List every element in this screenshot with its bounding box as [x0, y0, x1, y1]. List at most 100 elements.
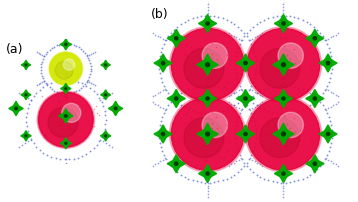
Point — [71, 157, 77, 160]
Point — [90, 51, 96, 55]
Point — [163, 157, 169, 161]
Point — [75, 80, 81, 83]
Point — [253, 128, 259, 131]
Point — [28, 98, 34, 102]
Polygon shape — [103, 131, 108, 135]
Point — [41, 55, 47, 58]
Circle shape — [202, 112, 228, 138]
Point — [320, 161, 326, 164]
Point — [185, 177, 191, 180]
Point — [174, 101, 180, 104]
Point — [216, 110, 221, 114]
Point — [247, 39, 253, 42]
Point — [326, 80, 332, 83]
Point — [158, 105, 163, 108]
Point — [68, 43, 74, 46]
Point — [34, 91, 39, 94]
Point — [85, 56, 91, 59]
Point — [226, 164, 232, 167]
Point — [282, 105, 288, 108]
Point — [198, 111, 204, 115]
Point — [224, 177, 229, 180]
Point — [156, 132, 162, 136]
Point — [237, 84, 242, 87]
Point — [287, 181, 293, 184]
Point — [216, 16, 221, 19]
Point — [297, 129, 303, 132]
Point — [291, 180, 297, 183]
Point — [150, 101, 156, 104]
Circle shape — [278, 112, 304, 138]
Point — [87, 150, 93, 153]
Point — [257, 106, 263, 109]
Point — [228, 106, 233, 109]
Point — [156, 137, 162, 140]
Point — [190, 109, 195, 113]
Point — [270, 180, 276, 183]
Point — [266, 109, 271, 113]
Point — [57, 79, 63, 82]
Point — [183, 52, 188, 55]
Polygon shape — [202, 123, 213, 133]
Point — [63, 165, 69, 168]
Point — [71, 43, 76, 47]
Point — [232, 67, 238, 71]
Text: (b): (b) — [150, 8, 168, 21]
Point — [205, 190, 211, 193]
Circle shape — [105, 64, 106, 66]
Point — [205, 75, 211, 78]
Point — [224, 18, 229, 22]
Point — [241, 100, 247, 104]
Point — [281, 6, 286, 9]
Point — [281, 72, 286, 75]
Circle shape — [64, 115, 67, 117]
Point — [16, 145, 22, 148]
Point — [80, 85, 86, 88]
Point — [97, 138, 103, 141]
Circle shape — [313, 37, 316, 40]
Point — [226, 95, 232, 98]
Point — [54, 90, 60, 94]
Point — [212, 138, 217, 141]
Point — [63, 168, 69, 171]
Point — [266, 179, 271, 182]
Circle shape — [313, 97, 316, 100]
Point — [247, 98, 253, 101]
Point — [238, 87, 244, 91]
Point — [188, 46, 194, 49]
Point — [38, 82, 43, 85]
Point — [228, 102, 234, 105]
Point — [205, 181, 211, 184]
Polygon shape — [324, 125, 333, 133]
Polygon shape — [172, 165, 181, 173]
Point — [296, 17, 301, 20]
Circle shape — [281, 63, 285, 67]
Point — [205, 115, 211, 118]
Point — [330, 92, 336, 95]
Polygon shape — [246, 129, 255, 139]
Point — [246, 88, 252, 91]
Point — [25, 140, 31, 143]
Point — [202, 89, 208, 93]
Point — [279, 37, 284, 40]
Point — [231, 34, 237, 38]
Point — [86, 59, 92, 62]
Polygon shape — [279, 164, 288, 173]
Point — [84, 54, 90, 57]
Point — [300, 88, 305, 91]
Point — [253, 59, 259, 62]
Point — [76, 88, 82, 92]
Point — [247, 28, 253, 31]
Point — [274, 181, 280, 184]
Point — [178, 22, 184, 26]
Point — [235, 46, 241, 49]
Point — [261, 177, 267, 180]
Point — [159, 149, 165, 153]
Point — [34, 145, 39, 148]
Point — [56, 133, 62, 137]
Point — [161, 111, 166, 115]
Point — [323, 108, 328, 111]
Point — [28, 138, 34, 141]
Point — [156, 59, 162, 62]
Point — [250, 25, 256, 28]
